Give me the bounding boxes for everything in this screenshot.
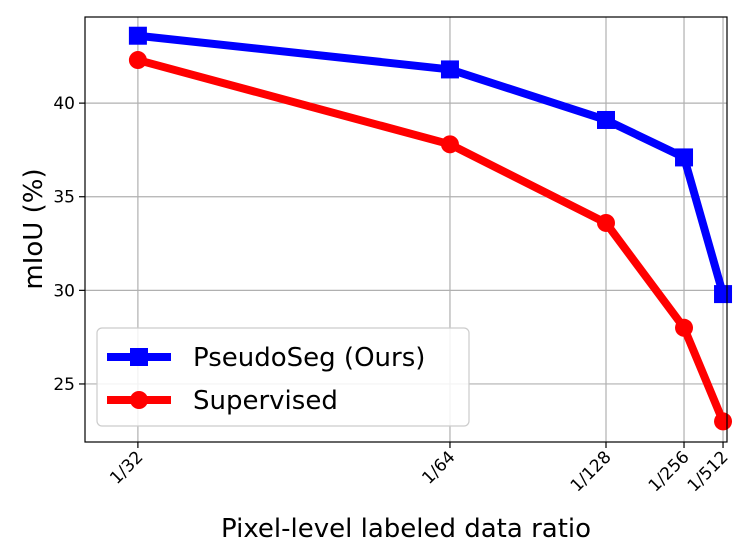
data-point xyxy=(597,110,616,129)
series-layer xyxy=(128,26,733,431)
data-point xyxy=(597,213,616,232)
x-tick-label: 1/64 xyxy=(418,447,459,488)
data-point xyxy=(675,318,694,337)
legend-marker xyxy=(130,391,148,409)
data-point xyxy=(440,135,459,154)
data-point xyxy=(440,60,459,79)
x-tick-label: 1/32 xyxy=(106,447,147,488)
data-point xyxy=(675,148,694,167)
legend-marker xyxy=(130,348,148,366)
y-axis-label: mIoU (%) xyxy=(19,168,49,289)
series-line xyxy=(137,31,727,296)
series-1 xyxy=(128,51,733,431)
x-tick-label: 1/512 xyxy=(684,447,733,496)
legend-label: Supervised xyxy=(193,386,338,416)
x-tick-label: 1/128 xyxy=(567,447,616,496)
data-point xyxy=(714,412,733,431)
y-tick-label: 35 xyxy=(53,188,75,208)
x-axis-label: Pixel-level labeled data ratio xyxy=(221,514,591,544)
series-0 xyxy=(128,26,733,304)
legend-label: PseudoSeg (Ours) xyxy=(193,343,425,373)
plot-frame xyxy=(84,16,728,443)
legend-box xyxy=(96,327,470,427)
data-point xyxy=(714,285,733,304)
x-tick-label: 1/256 xyxy=(645,447,694,496)
y-tick-label: 40 xyxy=(53,94,75,114)
y-tick-label: 30 xyxy=(53,281,75,301)
data-point xyxy=(128,26,147,45)
y-tick-label: 25 xyxy=(53,375,75,395)
data-point xyxy=(128,51,147,70)
legend: PseudoSeg (Ours) Supervised xyxy=(96,327,470,427)
